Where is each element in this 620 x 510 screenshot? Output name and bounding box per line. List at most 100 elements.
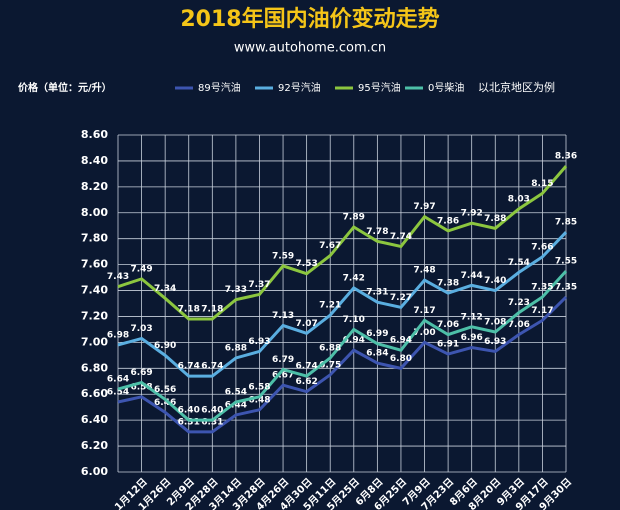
data-label: 6.54 <box>107 388 129 398</box>
data-label: 6.64 <box>107 375 129 385</box>
y-tick-label: 6.00 <box>81 465 108 478</box>
data-label: 6.40 <box>201 406 223 416</box>
data-label: 7.40 <box>484 276 506 286</box>
y-tick-label: 6.60 <box>81 387 108 400</box>
legend-label: 95号汽油 <box>358 81 401 94</box>
data-label: 6.69 <box>130 368 152 378</box>
data-label: 7.89 <box>343 213 365 223</box>
data-label: 6.88 <box>225 343 247 353</box>
series-line <box>117 295 568 434</box>
legend-label: 89号汽油 <box>198 81 241 94</box>
data-label: 7.54 <box>508 258 530 268</box>
data-label: 7.10 <box>343 315 365 325</box>
data-label: 6.79 <box>272 355 294 365</box>
data-label: 7.17 <box>531 306 553 316</box>
data-label: 7.18 <box>201 305 223 315</box>
data-label: 7.78 <box>366 227 388 237</box>
data-label: 7.23 <box>508 298 530 308</box>
data-label: 8.36 <box>555 152 577 162</box>
y-tick-label: 7.20 <box>81 309 108 322</box>
data-label: 6.75 <box>319 360 341 370</box>
data-label: 6.93 <box>248 337 270 347</box>
data-label: 7.33 <box>225 285 247 295</box>
data-label: 6.90 <box>154 341 176 351</box>
data-label: 7.03 <box>130 324 152 334</box>
data-label: 7.35 <box>555 283 577 293</box>
data-label: 7.44 <box>461 271 483 281</box>
data-label: 6.31 <box>201 417 223 427</box>
data-label: 7.06 <box>508 320 530 330</box>
data-label: 6.80 <box>390 354 412 364</box>
data-label: 6.96 <box>461 333 483 343</box>
series-line <box>117 231 568 378</box>
data-label: 6.67 <box>272 371 294 381</box>
y-tick-label: 8.00 <box>81 206 108 219</box>
y-axis-label: 价格（单位：元/升） <box>18 81 112 94</box>
data-label: 7.66 <box>531 242 553 252</box>
data-label: 7.17 <box>413 306 435 316</box>
data-label: 7.06 <box>437 320 459 330</box>
y-tick-label: 8.60 <box>81 128 108 141</box>
data-label: 8.03 <box>508 194 530 204</box>
data-label: 7.38 <box>437 279 459 289</box>
data-label: 7.21 <box>319 301 341 311</box>
data-label: 7.92 <box>461 209 483 219</box>
data-label: 7.27 <box>390 293 412 303</box>
legend-label: 92号汽油 <box>278 81 321 94</box>
data-label: 6.31 <box>178 417 200 427</box>
data-label: 7.34 <box>154 284 176 294</box>
data-label: 6.94 <box>343 336 365 346</box>
y-tick-label: 7.60 <box>81 258 108 271</box>
data-label: 6.62 <box>296 377 318 387</box>
data-label: 7.12 <box>461 312 483 322</box>
data-label: 7.49 <box>130 264 152 274</box>
data-label: 7.35 <box>531 283 553 293</box>
data-label: 7.74 <box>390 232 412 242</box>
data-label: 6.74 <box>201 362 223 372</box>
data-label: 6.74 <box>296 362 318 372</box>
data-label: 6.56 <box>154 385 176 395</box>
data-label: 7.37 <box>248 280 270 290</box>
data-label: 6.74 <box>178 362 200 372</box>
y-tick-label: 8.40 <box>81 154 108 167</box>
data-label: 6.58 <box>130 382 152 392</box>
data-label: 6.40 <box>178 406 200 416</box>
legend-label: 0号柴油 <box>428 81 464 94</box>
data-label: 7.18 <box>178 305 200 315</box>
subtitle: www.autohome.com.cn <box>234 41 386 56</box>
data-label: 7.07 <box>296 319 318 329</box>
data-label: 7.42 <box>343 273 365 283</box>
data-label: 7.86 <box>437 216 459 226</box>
data-label: 6.98 <box>107 330 129 340</box>
y-tick-label: 7.80 <box>81 232 108 245</box>
y-tick-label: 7.40 <box>81 284 108 297</box>
data-label: 6.94 <box>390 336 412 346</box>
data-label: 7.08 <box>484 318 506 328</box>
data-label: 6.88 <box>319 343 341 353</box>
data-label: 7.48 <box>413 266 435 276</box>
data-label: 7.85 <box>555 218 577 228</box>
data-label: 6.84 <box>366 349 388 359</box>
y-tick-label: 8.20 <box>81 180 108 193</box>
data-label: 7.97 <box>413 202 435 212</box>
data-label: 6.44 <box>225 400 247 410</box>
y-tick-label: 6.40 <box>81 413 108 426</box>
data-label: 7.53 <box>296 259 318 269</box>
data-label: 7.43 <box>107 272 129 282</box>
data-label: 6.58 <box>248 382 270 392</box>
data-label: 6.91 <box>437 340 459 350</box>
annotation: 以北京地区为例 <box>478 80 555 94</box>
data-label: 7.59 <box>272 251 294 261</box>
series-line <box>117 270 568 422</box>
chart-title: 2018年国内油价变动走势 <box>180 6 439 32</box>
data-label: 6.48 <box>248 395 270 405</box>
data-label: 7.31 <box>366 288 388 298</box>
data-label: 7.67 <box>319 241 341 251</box>
data-label: 6.46 <box>154 398 176 408</box>
y-tick-label: 6.20 <box>81 439 108 452</box>
data-label: 6.99 <box>366 329 388 339</box>
data-label: 8.15 <box>531 179 553 189</box>
data-label: 7.13 <box>272 311 294 321</box>
data-label: 6.93 <box>484 337 506 347</box>
